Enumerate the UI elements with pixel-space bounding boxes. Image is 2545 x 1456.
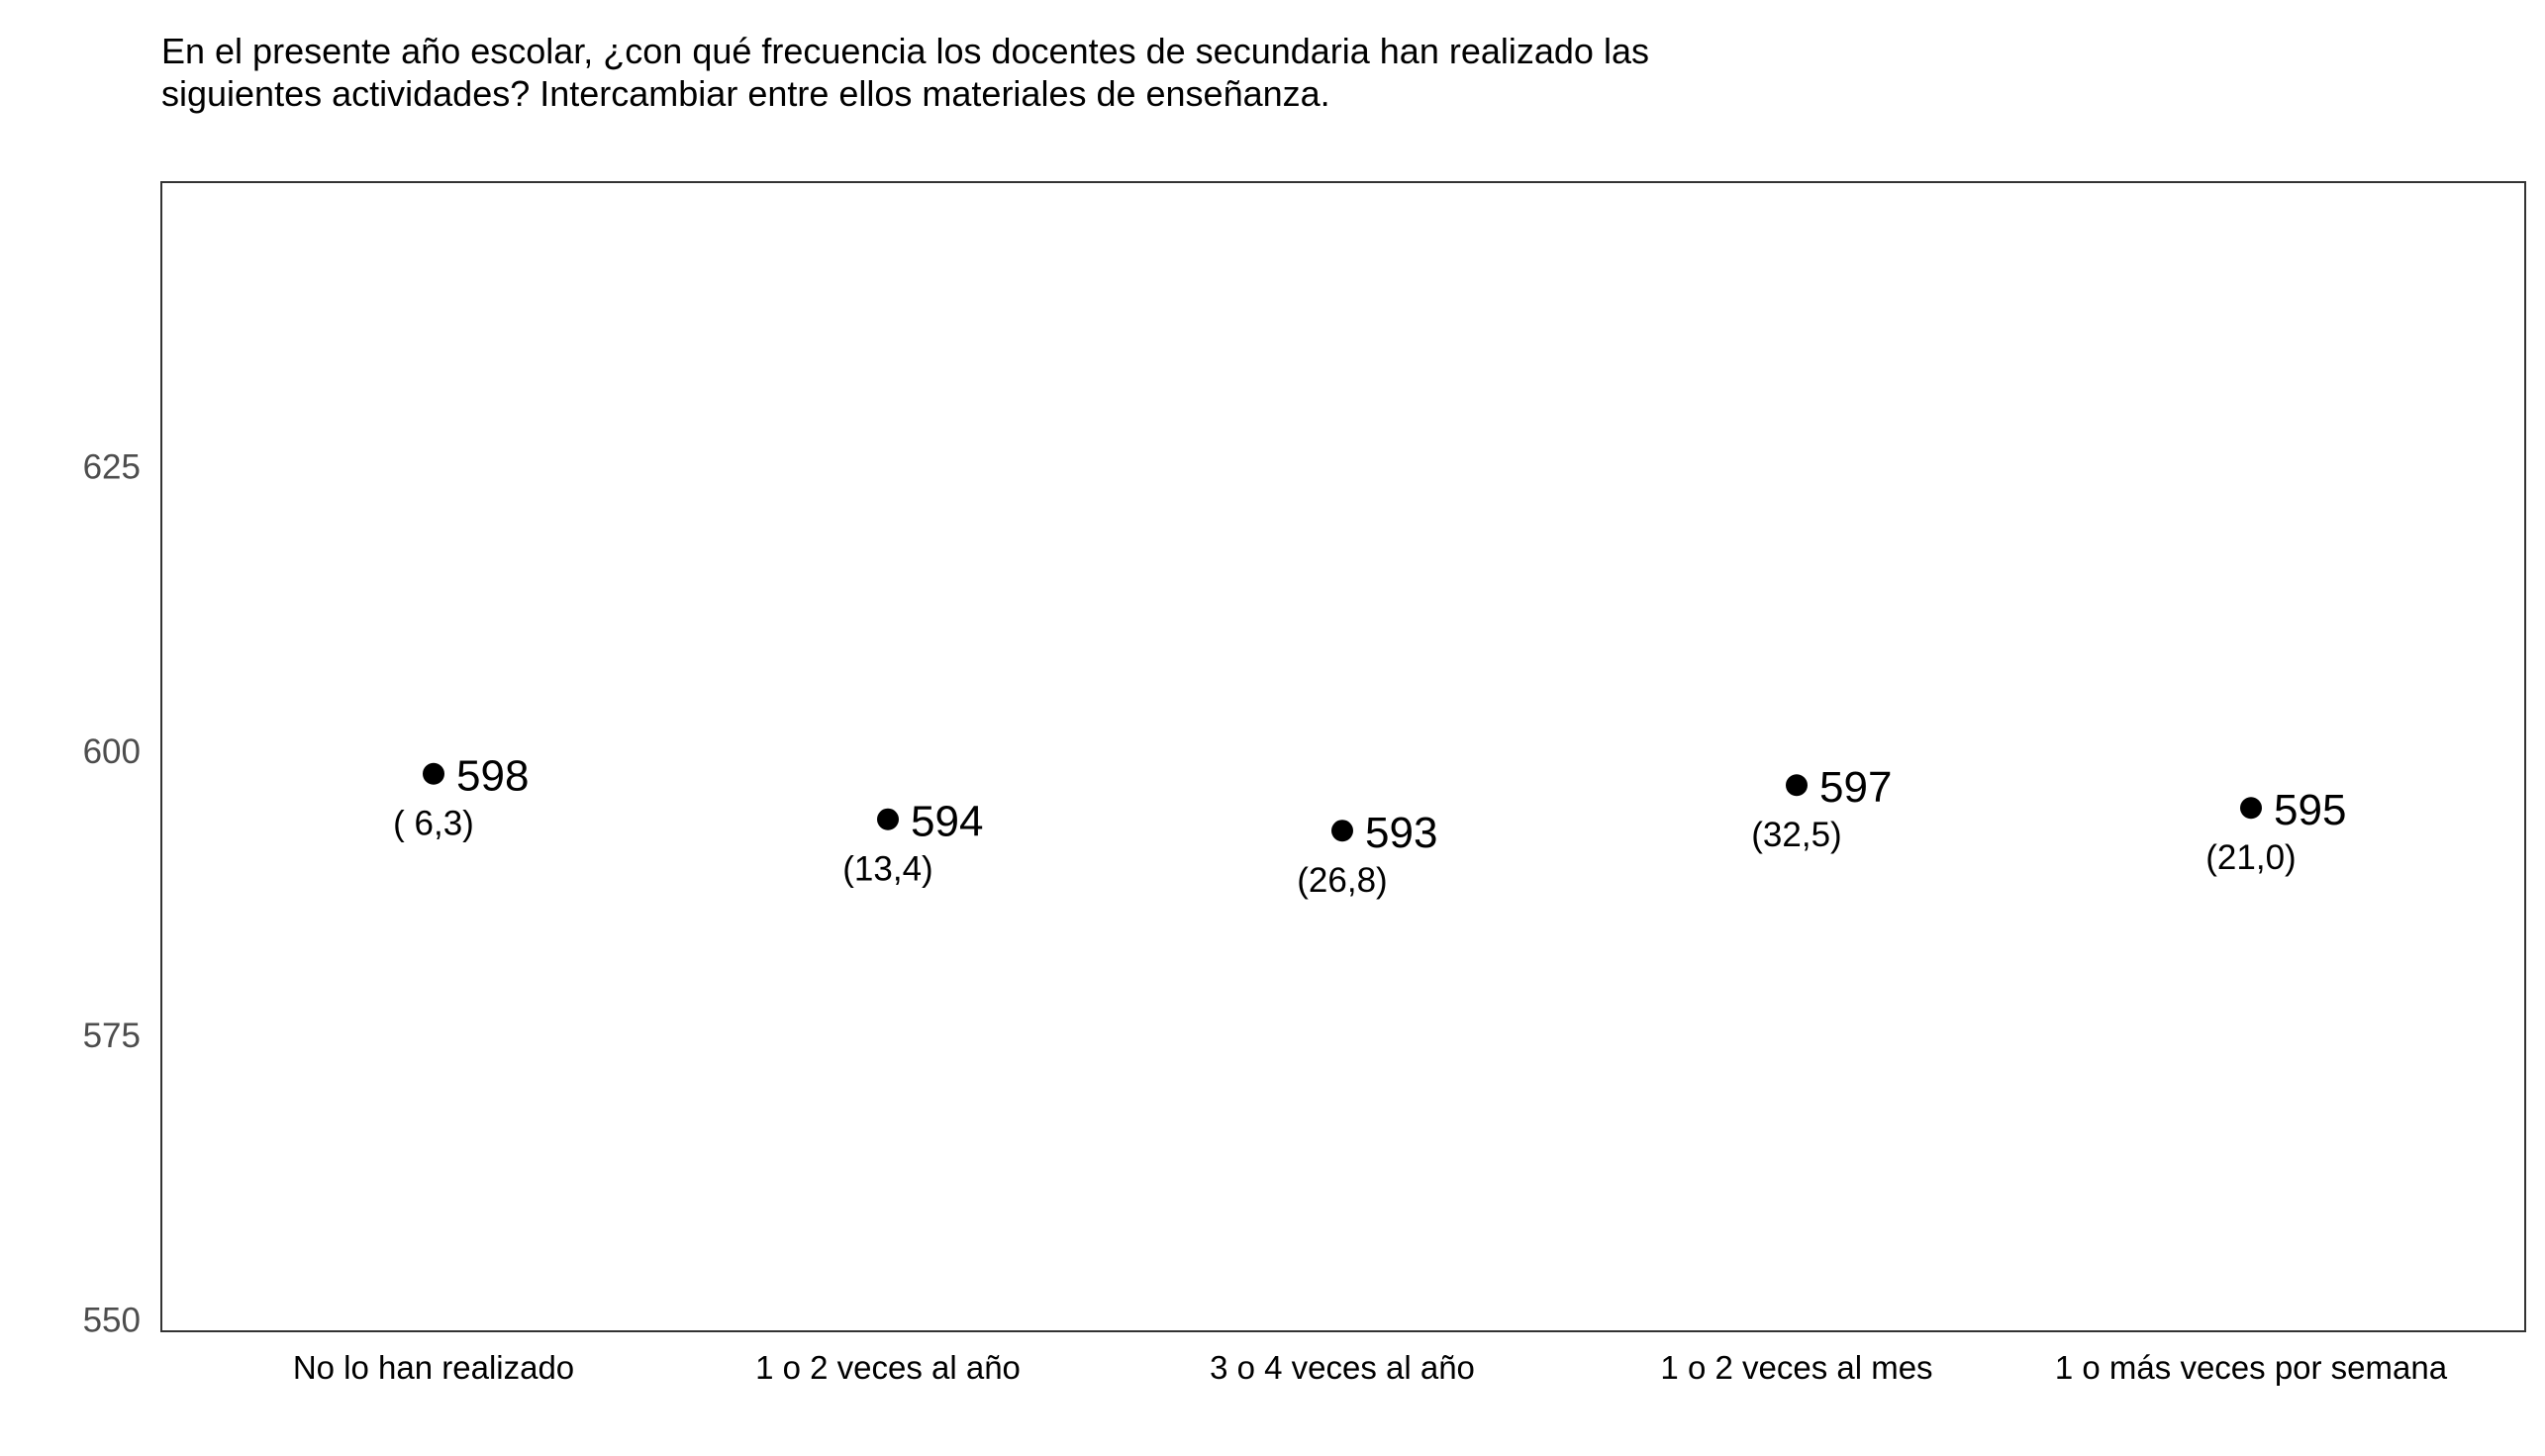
data-label-se: ( 6,3) xyxy=(393,805,474,843)
data-label-value: 593 xyxy=(1365,809,1437,857)
y-tick-label: 575 xyxy=(83,1017,141,1055)
y-tick-label: 625 xyxy=(83,447,141,486)
data-label-value: 595 xyxy=(2274,786,2346,834)
y-tick-label: 600 xyxy=(83,732,141,771)
plot-frame xyxy=(160,181,2526,1332)
data-point xyxy=(2240,797,2262,820)
data-label-se: (13,4) xyxy=(842,850,932,889)
y-axis: 550 575 600 625 xyxy=(83,447,141,1339)
data-point xyxy=(423,762,444,785)
y-tick-label: 550 xyxy=(83,1302,141,1340)
x-tick-label: 1 o 2 veces al año xyxy=(755,1349,1021,1386)
data-point xyxy=(1786,774,1808,797)
data-label-se: (21,0) xyxy=(2205,838,2296,877)
chart-title: En el presente año escolar, ¿con qué fre… xyxy=(161,31,1649,114)
x-tick-label: 1 o 2 veces al mes xyxy=(1660,1349,1932,1386)
x-axis: No lo han realizado 1 o 2 veces al año 3 o… xyxy=(293,1349,2448,1386)
data-label-value: 594 xyxy=(911,798,983,846)
data-point xyxy=(1331,820,1353,842)
x-tick-label: No lo han realizado xyxy=(293,1349,574,1386)
data-points: 598 ( 6,3) 594 (13,4) 593 (26,8) 597 (32,5) 595 (… xyxy=(393,752,2346,900)
data-point xyxy=(877,808,899,830)
x-tick-label: 1 o más veces por semana xyxy=(2055,1349,2448,1386)
data-label-value: 597 xyxy=(1819,763,1892,812)
data-label-value: 598 xyxy=(456,752,529,801)
data-label-se: (26,8) xyxy=(1297,861,1387,900)
data-label-se: (32,5) xyxy=(1751,816,1841,854)
x-tick-label: 3 o 4 veces al año xyxy=(1210,1349,1475,1386)
